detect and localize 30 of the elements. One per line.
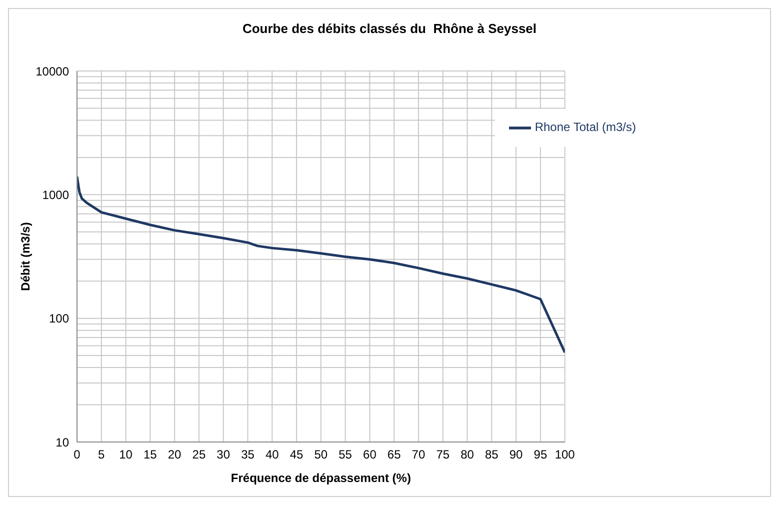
y-axis-title: Débit (m3/s) (18, 222, 32, 291)
x-tick-label: 95 (534, 448, 548, 462)
x-tick-label: 50 (314, 448, 328, 462)
y-tick-label: 10 (56, 435, 70, 450)
chart-title: Courbe des débits classés du Rhône à Seyssel (241, 21, 538, 36)
x-tick-label: 35 (241, 448, 255, 462)
y-tick-label: 100 (48, 312, 70, 326)
line-series (77, 175, 565, 354)
x-tick-label: 75 (436, 448, 450, 462)
x-tick-label: 45 (290, 448, 304, 462)
x-tick-label: 25 (192, 448, 206, 462)
x-tick-label: 5 (98, 448, 106, 462)
x-axis-title: Fréquence de dépassement (%) (230, 471, 411, 485)
legend-label: Rhone Total (m3/s) (534, 120, 636, 134)
x-tick-label: 60 (363, 448, 377, 462)
x-tick-label: 100 (554, 448, 576, 462)
x-tick-label: 20 (168, 448, 182, 462)
y-tick-label: 1000 (42, 188, 70, 202)
x-tick-label: 30 (216, 448, 230, 462)
x-tick-label: 0 (74, 448, 81, 462)
x-tick-label: 55 (338, 448, 352, 462)
x-tick-label: 90 (509, 448, 524, 462)
y-tick-label: 10000 (36, 64, 70, 78)
x-tick-label: 65 (387, 448, 402, 462)
x-tick-label: 85 (484, 448, 499, 462)
x-tick-label: 80 (460, 448, 474, 462)
x-tick-label: 10 (119, 448, 133, 462)
x-tick-label: 70 (412, 448, 426, 462)
x-tick-label: 15 (143, 448, 158, 462)
x-tick-label: 40 (265, 448, 280, 462)
